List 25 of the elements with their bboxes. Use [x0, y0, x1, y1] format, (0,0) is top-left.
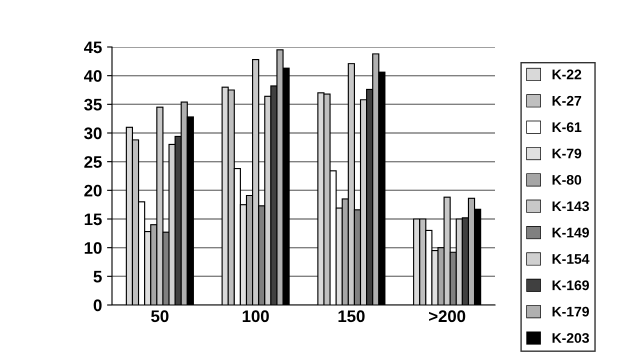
y-tick-label: 35	[84, 98, 102, 111]
y-tick-label: 30	[84, 127, 102, 140]
y-tick-label: 40	[84, 70, 102, 82]
legend-label: K-143	[552, 201, 589, 212]
legend-label: K-169	[552, 280, 589, 290]
legend-label: K-27	[552, 96, 582, 106]
legend-label: K-154	[552, 254, 590, 264]
y-tick-label: 25	[84, 156, 102, 168]
y-tick-label: 20	[84, 184, 102, 197]
legend-label: K-203	[552, 333, 589, 343]
y-tick-label: 5	[94, 270, 102, 283]
x-tick-label: 100	[242, 310, 269, 322]
x-tick-label: 50	[151, 310, 168, 322]
y-tick-label: 45	[84, 42, 102, 54]
y-tick-label: 0	[94, 299, 102, 312]
legend-label: K-149	[552, 228, 589, 238]
x-tick-label: >200	[429, 310, 466, 322]
legend-label: K-179	[552, 306, 589, 317]
y-tick-label: 15	[84, 214, 102, 226]
legend-label: K-22	[552, 70, 582, 80]
legend-label: K-61	[552, 122, 582, 132]
x-tick-label: 150	[338, 310, 365, 322]
legend-label: K-79	[552, 148, 582, 158]
y-tick-label: 10	[84, 242, 102, 254]
legend-label: K-80	[552, 174, 582, 185]
